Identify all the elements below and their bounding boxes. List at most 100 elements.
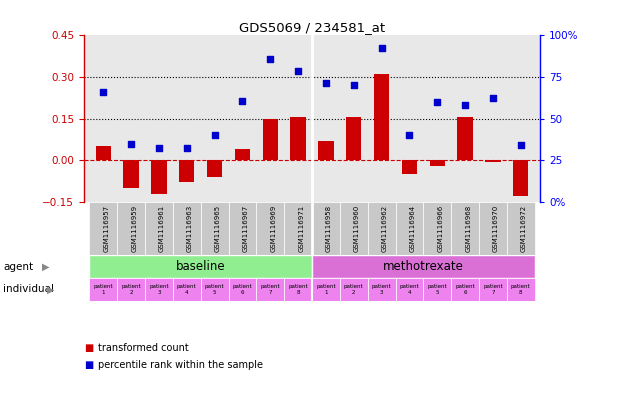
Text: ▶: ▶: [47, 285, 54, 294]
Text: GSM1116965: GSM1116965: [215, 205, 220, 252]
Text: ▶: ▶: [42, 262, 50, 272]
Bar: [312, 255, 535, 278]
Text: GSM1116964: GSM1116964: [409, 205, 415, 252]
Text: patient
2: patient 2: [344, 284, 364, 295]
Text: GSM1116961: GSM1116961: [159, 205, 165, 252]
Bar: [201, 278, 229, 301]
Point: [237, 97, 247, 104]
Bar: [479, 202, 507, 255]
Text: agent: agent: [3, 262, 34, 272]
Text: GSM1116960: GSM1116960: [354, 205, 360, 252]
Bar: [173, 202, 201, 255]
Text: patient
3: patient 3: [149, 284, 169, 295]
Bar: [424, 202, 451, 255]
Point: [516, 142, 526, 148]
Bar: [340, 202, 368, 255]
Bar: [179, 160, 194, 182]
Bar: [368, 202, 396, 255]
Text: GSM1116970: GSM1116970: [493, 205, 499, 252]
Bar: [235, 149, 250, 160]
Text: ■: ■: [84, 360, 93, 371]
Text: patient
3: patient 3: [372, 284, 391, 295]
Point: [98, 89, 108, 95]
Point: [126, 140, 136, 147]
Text: GSM1116972: GSM1116972: [521, 205, 527, 252]
Bar: [396, 278, 424, 301]
Bar: [256, 278, 284, 301]
Bar: [346, 117, 361, 160]
Bar: [451, 202, 479, 255]
Point: [488, 95, 498, 101]
Text: GSM1116967: GSM1116967: [242, 205, 248, 252]
Text: patient
7: patient 7: [483, 284, 503, 295]
Bar: [145, 278, 173, 301]
Bar: [284, 278, 312, 301]
Bar: [152, 160, 166, 194]
Bar: [173, 278, 201, 301]
Bar: [507, 202, 535, 255]
Bar: [479, 278, 507, 301]
Text: GSM1116966: GSM1116966: [437, 205, 443, 252]
Point: [210, 132, 220, 138]
Bar: [263, 119, 278, 160]
Text: patient
7: patient 7: [260, 284, 280, 295]
Bar: [291, 117, 306, 160]
Point: [404, 132, 414, 138]
Text: GSM1116963: GSM1116963: [187, 205, 193, 252]
Text: percentile rank within the sample: percentile rank within the sample: [98, 360, 263, 371]
Bar: [89, 278, 117, 301]
Bar: [485, 160, 501, 162]
Text: GSM1116969: GSM1116969: [270, 205, 276, 252]
Bar: [229, 202, 256, 255]
Text: individual: individual: [3, 285, 54, 294]
Bar: [124, 160, 139, 188]
Text: GSM1116971: GSM1116971: [298, 205, 304, 252]
Bar: [201, 202, 229, 255]
Bar: [207, 160, 222, 177]
Bar: [312, 202, 340, 255]
Text: patient
8: patient 8: [511, 284, 530, 295]
Text: transformed count: transformed count: [98, 343, 189, 353]
Bar: [513, 160, 528, 196]
Bar: [96, 147, 111, 160]
Text: patient
4: patient 4: [400, 284, 419, 295]
Bar: [145, 202, 173, 255]
Text: GSM1116968: GSM1116968: [465, 205, 471, 252]
Bar: [340, 278, 368, 301]
Bar: [396, 202, 424, 255]
Text: patient
5: patient 5: [427, 284, 447, 295]
Text: methotrexate: methotrexate: [383, 260, 464, 273]
Point: [460, 102, 470, 108]
Point: [154, 145, 164, 151]
Point: [377, 45, 387, 51]
Text: patient
5: patient 5: [205, 284, 224, 295]
Text: patient
1: patient 1: [316, 284, 336, 295]
Bar: [89, 202, 117, 255]
Text: GSM1116958: GSM1116958: [326, 205, 332, 252]
Text: GSM1116962: GSM1116962: [382, 205, 388, 252]
Text: ■: ■: [84, 343, 93, 353]
Bar: [284, 202, 312, 255]
Text: patient
2: patient 2: [121, 284, 141, 295]
Point: [265, 56, 275, 62]
Bar: [430, 160, 445, 166]
Point: [432, 99, 442, 105]
Point: [321, 79, 331, 86]
Bar: [451, 278, 479, 301]
Bar: [424, 278, 451, 301]
Bar: [368, 278, 396, 301]
Bar: [319, 141, 333, 160]
Text: patient
4: patient 4: [177, 284, 197, 295]
Bar: [312, 278, 340, 301]
Bar: [458, 117, 473, 160]
Text: baseline: baseline: [176, 260, 225, 273]
Point: [182, 145, 192, 151]
Bar: [507, 278, 535, 301]
Text: patient
6: patient 6: [233, 284, 252, 295]
Bar: [117, 278, 145, 301]
Text: GSM1116957: GSM1116957: [103, 205, 109, 252]
Bar: [256, 202, 284, 255]
Bar: [117, 202, 145, 255]
Bar: [89, 255, 312, 278]
Bar: [402, 160, 417, 174]
